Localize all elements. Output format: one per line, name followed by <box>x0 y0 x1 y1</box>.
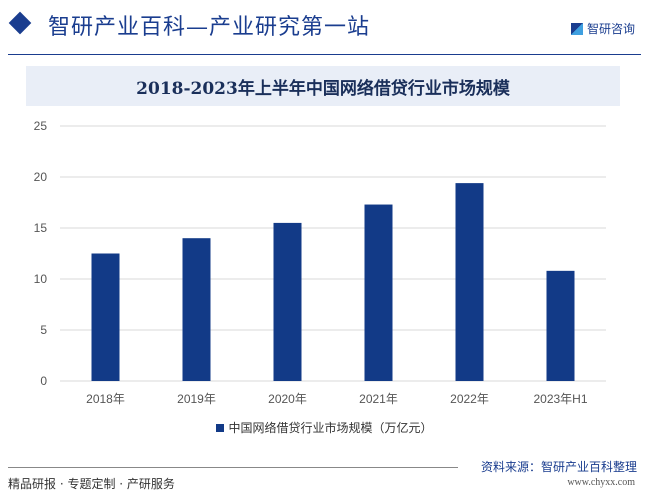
legend: 中国网络借贷行业市场规模（万亿元） <box>0 419 649 436</box>
bar <box>546 270 575 381</box>
y-tick-label: 20 <box>34 170 48 184</box>
bar <box>273 222 302 381</box>
logo-text: 智研咨询 <box>586 22 635 36</box>
bar <box>91 253 120 381</box>
y-tick-label: 25 <box>34 119 48 133</box>
y-tick-label: 5 <box>40 323 47 337</box>
legend-label: 中国网络借贷行业市场规模（万亿元） <box>228 421 433 435</box>
bar <box>455 183 484 381</box>
footer-divider <box>8 467 458 468</box>
bar <box>182 238 211 381</box>
chart-title: 2018-2023年上半年中国网络借贷行业市场规模 <box>136 78 510 99</box>
x-tick-label: 2021年 <box>359 392 398 406</box>
x-tick-label: 2018年 <box>86 392 125 406</box>
header-title: 智研产业百科—产业研究第一站 <box>48 15 371 40</box>
legend-swatch <box>216 424 225 432</box>
y-tick-label: 10 <box>34 272 48 286</box>
header-divider <box>8 54 641 55</box>
x-tick-label: 2019年 <box>177 392 216 406</box>
x-tick-label: 2023年H1 <box>533 392 587 406</box>
bar <box>364 204 393 381</box>
y-tick-label: 15 <box>34 221 48 235</box>
source-note: 资料来源：智研产业百科整理 <box>480 460 637 474</box>
x-tick-label: 2020年 <box>268 392 307 406</box>
footer-tagline: 精品研报 · 专题定制 · 产研服务 <box>8 477 175 491</box>
y-tick-label: 0 <box>40 374 47 388</box>
logo-icon <box>570 22 583 35</box>
x-tick-label: 2022年 <box>450 392 489 406</box>
brand-logo: 智研咨询 <box>570 20 635 37</box>
footer-url: www.chyxx.com <box>567 477 635 488</box>
chart-title-box: 2018-2023年上半年中国网络借贷行业市场规模 <box>26 66 620 106</box>
